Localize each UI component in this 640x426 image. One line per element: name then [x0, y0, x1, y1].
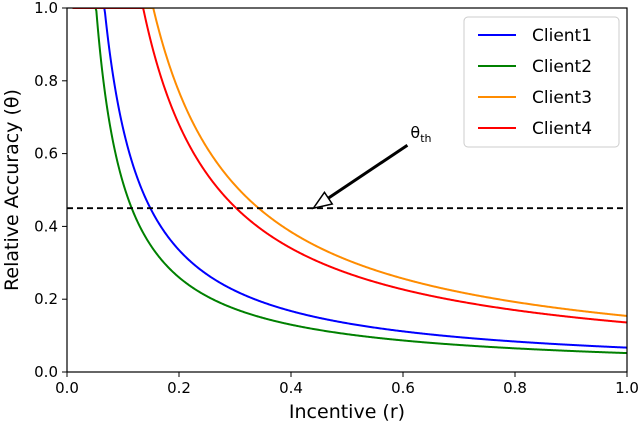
series-line-client4 [72, 8, 627, 324]
legend-box [463, 16, 620, 148]
series-line-client2 [72, 8, 627, 355]
x-tick-label: 0.2 [167, 379, 191, 397]
y-tick-label: 0.8 [34, 72, 58, 90]
legend-label-client2: Client2 [532, 57, 592, 77]
annotation-layer: θth [311, 123, 432, 210]
annotation-label-subscript: th [420, 132, 431, 145]
y-tick-label: 1.0 [34, 0, 58, 17]
x-axis-label: Incentive (r) [289, 401, 405, 423]
plot-frame [66, 7, 628, 373]
series-line-client3 [72, 8, 627, 317]
y-tick-label: 0.0 [34, 363, 58, 381]
annotation-arrow-shaft [327, 143, 409, 200]
legend-label-client3: Client3 [532, 88, 592, 108]
legend-label-client1: Client1 [532, 26, 592, 46]
series-layer [72, 8, 627, 355]
y-tick-label: 0.2 [34, 290, 58, 308]
series-line-client1 [72, 8, 627, 349]
annotation-label: θth [410, 123, 431, 145]
y-tick-label: 0.4 [34, 217, 58, 235]
x-tick-label: 0.8 [503, 379, 527, 397]
legend: Client1 Client2 Client3 Client4 [463, 16, 620, 148]
ticks-layer: 0.0 0.2 0.4 0.6 0.8 1.0 0.0 0.2 0.4 0.6 0.8 1.0 [34, 0, 639, 397]
y-tick-label: 0.6 [34, 145, 58, 163]
annotation-arrow-head [311, 191, 334, 210]
y-axis-label: Relative Accuracy (θ) [1, 89, 23, 291]
annotation-label-base: θ [410, 123, 420, 142]
legend-label-client4: Client4 [532, 119, 592, 139]
x-tick-label: 0.6 [391, 379, 415, 397]
x-tick-label: 1.0 [615, 379, 639, 397]
x-tick-label: 0.0 [55, 379, 79, 397]
x-tick-label: 0.4 [279, 379, 303, 397]
